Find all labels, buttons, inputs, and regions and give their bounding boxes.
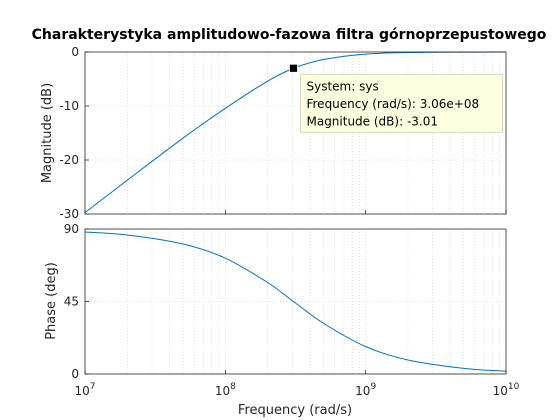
magnitude-grid [85, 52, 506, 214]
x-tick-label: 109 [355, 382, 376, 398]
magnitude-ylabel: Magnitude (dB) [40, 83, 55, 183]
datatip-marker[interactable] [289, 63, 298, 73]
datatip[interactable]: System: sys Frequency (rad/s): 3.06e+08 … [289, 63, 503, 133]
y-tick-label: 0 [71, 367, 79, 381]
x-axis-label: Frequency (rad/s) [238, 403, 352, 418]
x-tick-label: 108 [215, 382, 236, 398]
magnitude-panel: 0 -10 -20 -30 Magnitude (dB) [40, 45, 507, 221]
datatip-line-magnitude: Magnitude (dB): -3.01 [306, 114, 438, 128]
x-tick-label: 107 [74, 382, 95, 398]
phase-panel: 90 45 0 Phase (deg) [44, 222, 507, 381]
x-axis-ticks: 107 108 109 1010 [74, 210, 520, 398]
datatip-line-frequency: Frequency (rad/s): 3.06e+08 [306, 97, 479, 111]
magnitude-axes-box [84, 51, 507, 215]
x-tick-label: 1010 [493, 382, 520, 398]
y-tick-label: -20 [59, 153, 79, 167]
datatip-box [300, 73, 503, 133]
datatip-line-system: System: sys [306, 79, 378, 93]
y-tick-label: -30 [59, 207, 79, 221]
phase-grid [85, 229, 506, 374]
y-tick-label: 0 [71, 45, 79, 59]
magnitude-y-ticks: 0 -10 -20 -30 [59, 45, 89, 221]
chart-title: Charakterystyka amplitudowo-fazowa filtr… [32, 27, 547, 43]
y-tick-label: 45 [64, 295, 79, 309]
phase-ylabel: Phase (deg) [44, 262, 59, 340]
y-tick-label: -10 [59, 99, 79, 113]
y-tick-label: 90 [64, 222, 79, 236]
phase-series-line [84, 231, 507, 372]
phase-y-ticks: 90 45 0 [64, 222, 89, 381]
